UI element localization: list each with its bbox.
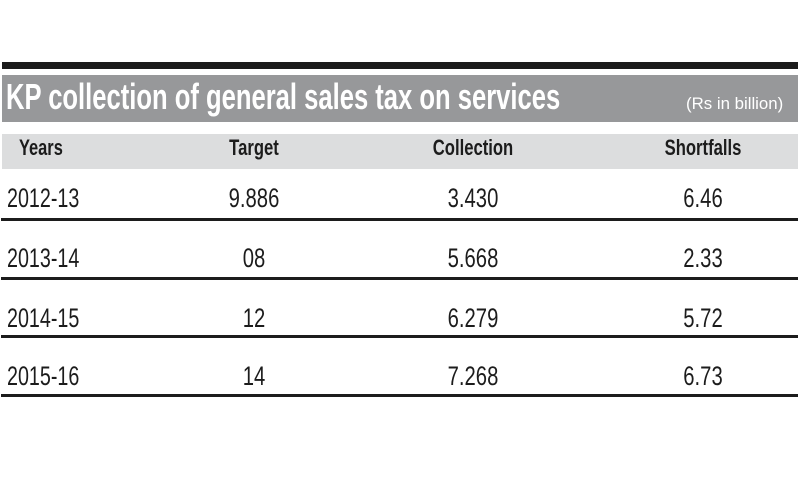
cell-shortfalls: 5.72 bbox=[682, 302, 723, 333]
cell-collection: 3.430 bbox=[447, 183, 498, 214]
title-bar bbox=[2, 75, 798, 122]
row-divider bbox=[1, 393, 798, 397]
row-divider bbox=[1, 218, 798, 222]
top-rule bbox=[2, 62, 798, 69]
cell-target: 08 bbox=[242, 242, 266, 273]
cell-collection: 5.668 bbox=[447, 242, 498, 273]
column-header-collection: Collection bbox=[432, 135, 513, 161]
chart-title: KP collection of general sales tax on se… bbox=[6, 76, 561, 117]
column-header-years: Years bbox=[19, 135, 63, 161]
cell-shortfalls: 6.73 bbox=[682, 361, 723, 392]
column-header-shortfalls: Shortfalls bbox=[664, 135, 741, 161]
cell-years: 2012-13 bbox=[7, 183, 80, 214]
cell-target: 9.886 bbox=[228, 183, 280, 214]
cell-years: 2013-14 bbox=[7, 242, 80, 273]
cell-shortfalls: 2.33 bbox=[682, 242, 723, 273]
cell-target: 12 bbox=[242, 302, 266, 333]
table-header-band bbox=[2, 133, 798, 169]
cell-collection: 7.268 bbox=[447, 361, 498, 392]
cell-years: 2015-16 bbox=[7, 361, 80, 392]
unit-note: (Rs in billion) bbox=[685, 93, 783, 113]
cell-target: 14 bbox=[242, 361, 266, 392]
row-divider bbox=[1, 335, 798, 339]
row-divider bbox=[1, 276, 798, 280]
cell-shortfalls: 6.46 bbox=[682, 183, 723, 214]
cell-collection: 6.279 bbox=[447, 302, 498, 333]
column-header-target: Target bbox=[229, 135, 279, 161]
cell-years: 2014-15 bbox=[7, 302, 80, 333]
